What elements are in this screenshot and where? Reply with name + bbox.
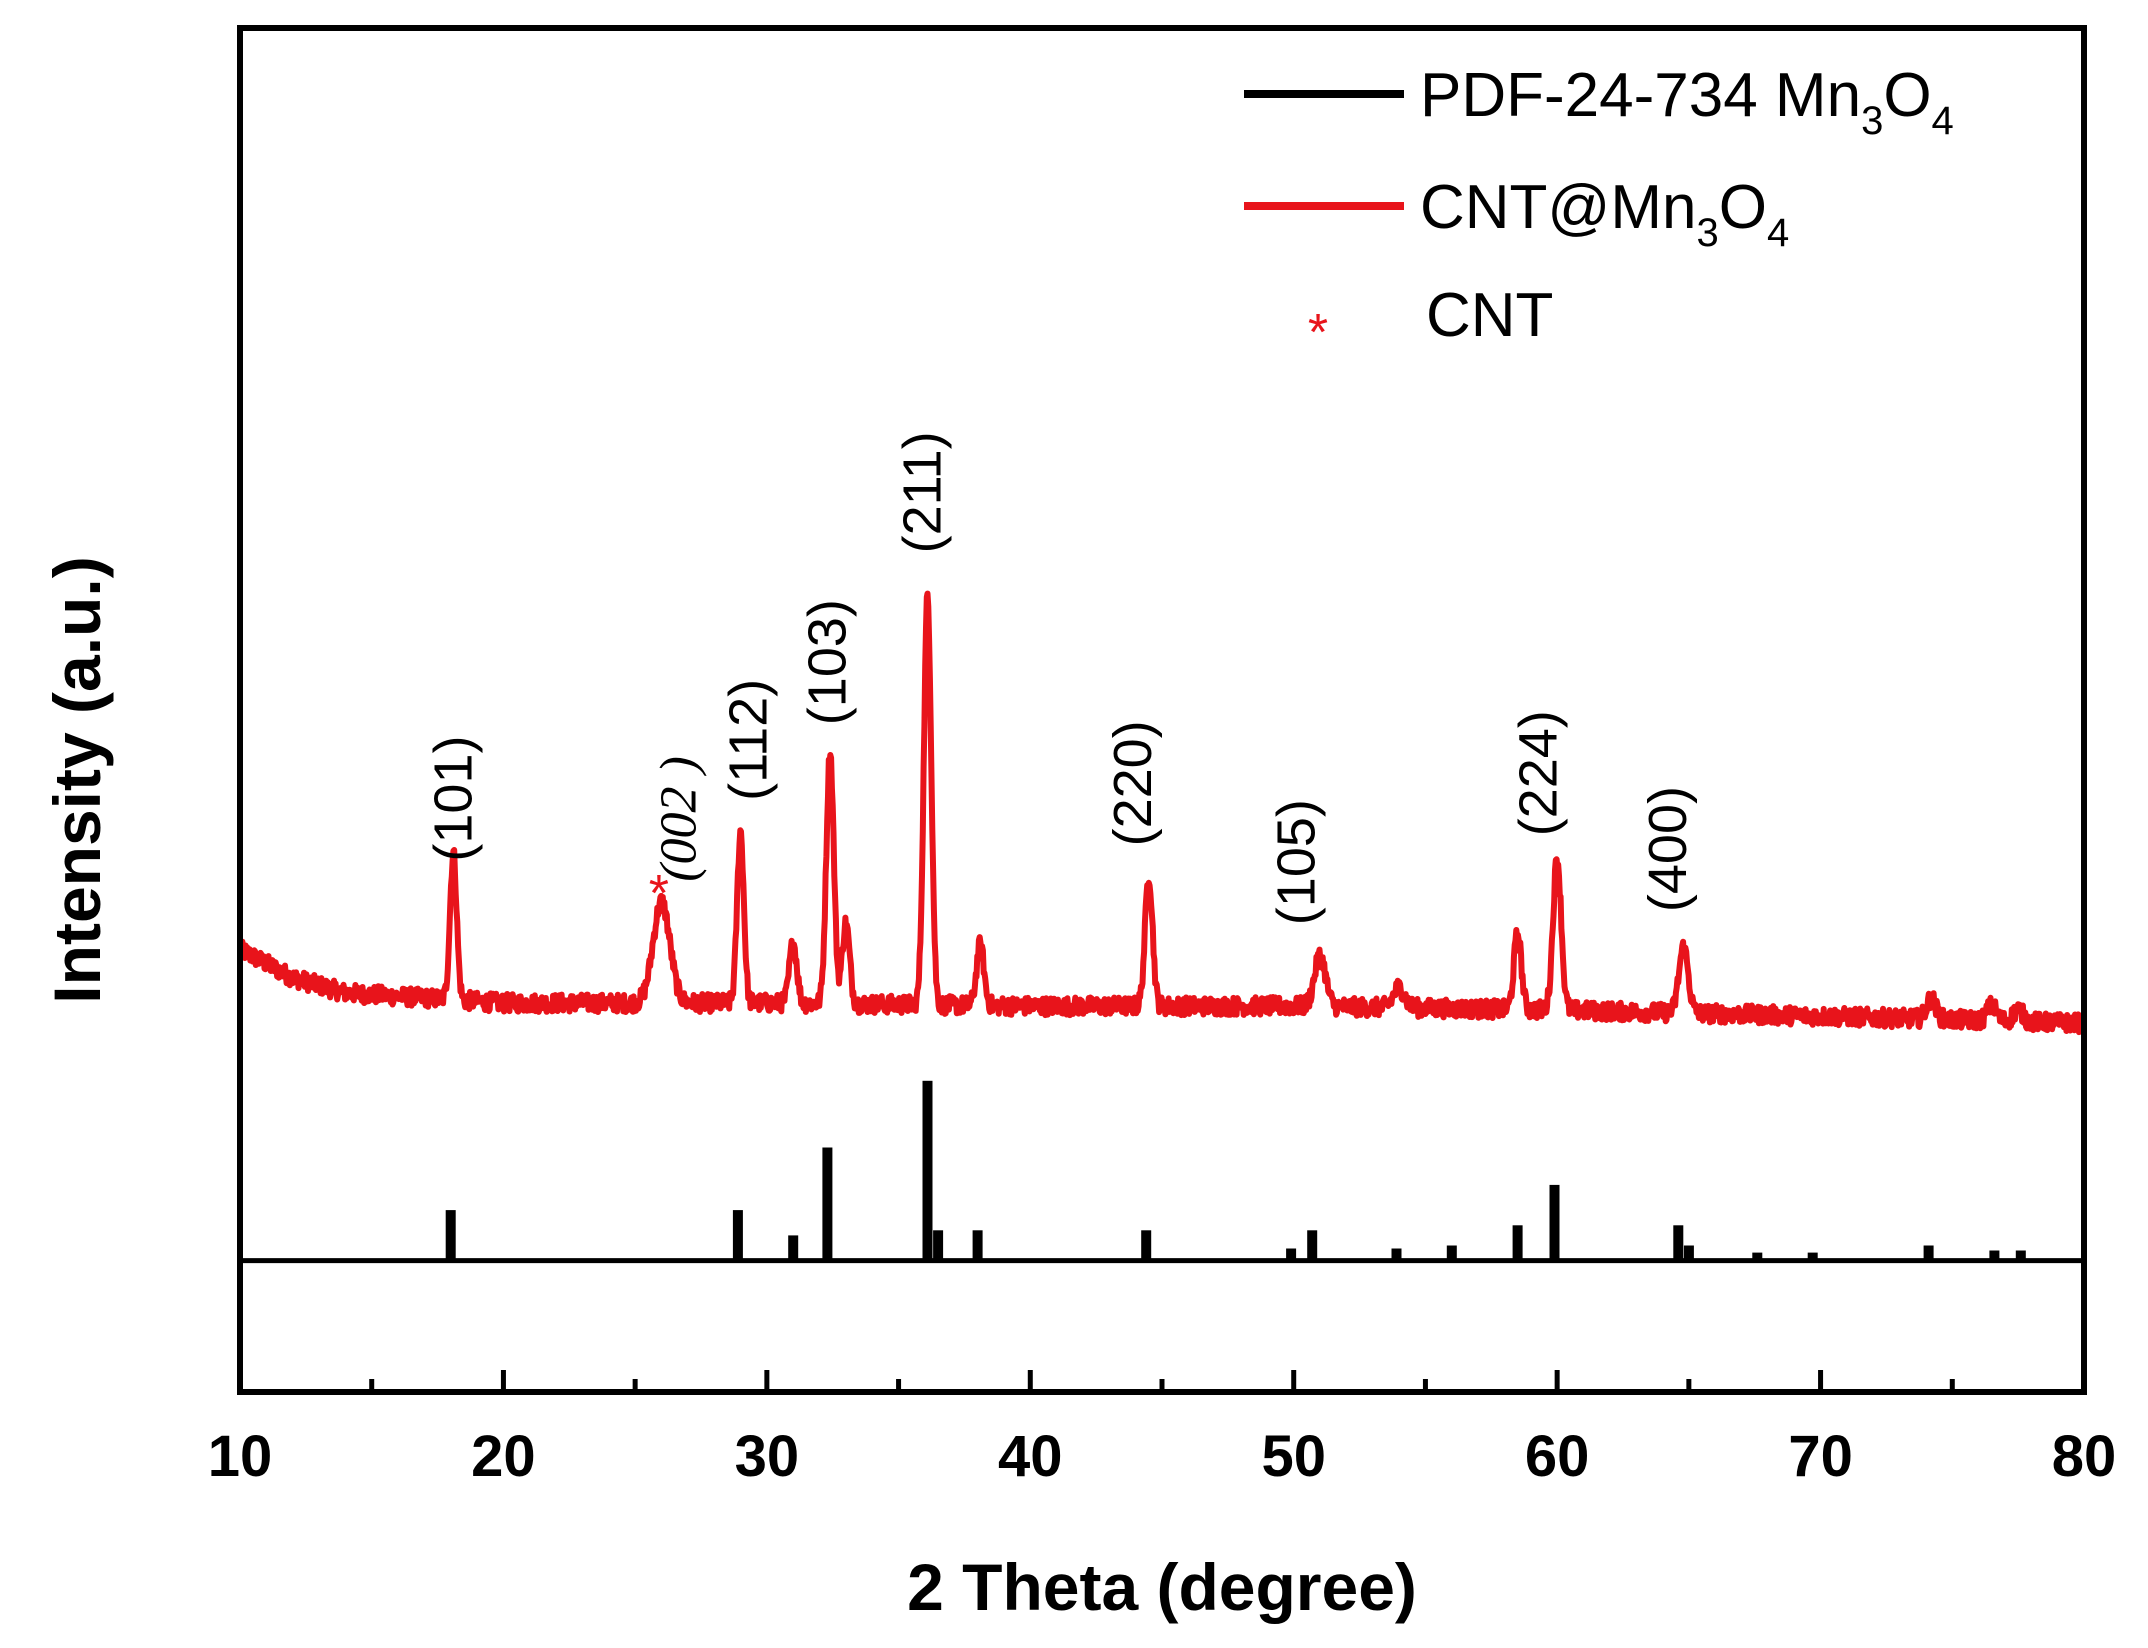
x-axis-title: 2 Theta (degree)	[907, 1550, 1417, 1624]
cnt-peak-star-icon: *	[649, 865, 669, 923]
x-tick-label: 60	[1525, 1424, 1590, 1489]
peak-label: (220)	[1103, 720, 1163, 846]
plot-frame	[237, 25, 2087, 1395]
pdf-reference-peak	[933, 1230, 944, 1261]
peak-label: (211)	[892, 431, 952, 553]
legend-label-pdf: PDF-24-734 Mn3O4	[1420, 61, 1954, 143]
pdf-reference-peak	[1307, 1230, 1318, 1261]
pdf-reference-peak	[1391, 1248, 1402, 1261]
legend-star-icon: *	[1308, 304, 1328, 362]
peak-label: (103)	[797, 599, 857, 725]
x-tick-label: 80	[2052, 1424, 2117, 1489]
peak-label: (224)	[1509, 710, 1569, 836]
pdf-reference-peak	[922, 1080, 933, 1261]
pdf-reference-peak	[445, 1210, 456, 1261]
pdf-reference-peak	[1673, 1225, 1684, 1261]
legend-label-cnt-star: CNT	[1426, 281, 1553, 350]
peak-label: (101)	[423, 736, 483, 862]
y-axis-title: Intensity (a.u.)	[40, 556, 114, 1003]
x-tick-label: 30	[735, 1424, 800, 1489]
legend-label-cnt: CNT@Mn3O4	[1420, 173, 1789, 255]
x-tick-label: 50	[1261, 1424, 1326, 1489]
x-axis-ticks: 10 20 30 40 50 60 70 80	[208, 1370, 2117, 1489]
peak-label: (400)	[1638, 786, 1698, 912]
pdf-reference-peak	[1549, 1184, 1560, 1261]
peak-label: (105)	[1266, 799, 1326, 925]
pdf-reference-peak	[1923, 1245, 1934, 1261]
pdf-reference-peak	[788, 1235, 799, 1261]
pdf-reference-peak	[2015, 1250, 2026, 1261]
x-tick-label: 70	[1788, 1424, 1853, 1489]
pdf-reference-peak	[1752, 1252, 1763, 1261]
peak-label: (112)	[718, 679, 778, 801]
peak-annotations: (101) (002 )* (112) (103) (211) (220) (105) (22…	[423, 431, 1697, 925]
x-tick-label: 40	[998, 1424, 1063, 1489]
pdf-reference-peak	[1807, 1252, 1818, 1261]
pdf-reference-peak	[1512, 1225, 1523, 1261]
pdf-reference-peak	[972, 1230, 983, 1261]
pdf-reference-peak	[822, 1147, 833, 1261]
pdf-reference-peak	[1683, 1245, 1694, 1261]
peak-label: (002 )	[650, 756, 707, 882]
x-tick-label: 10	[208, 1424, 273, 1489]
x-tick-label: 20	[471, 1424, 536, 1489]
pdf-reference-peak	[1989, 1250, 2000, 1261]
pdf-reference-peak	[1141, 1230, 1152, 1261]
pdf-reference-peak	[1286, 1248, 1297, 1261]
pdf-reference-peak	[732, 1210, 743, 1261]
pdf-reference-peak	[1446, 1245, 1457, 1261]
legend: PDF-24-734 Mn3O4 CNT@Mn3O4 * CNT	[1244, 61, 1954, 362]
series-layer	[240, 590, 2084, 1261]
cnt-mn3o4-series	[240, 590, 2084, 1036]
